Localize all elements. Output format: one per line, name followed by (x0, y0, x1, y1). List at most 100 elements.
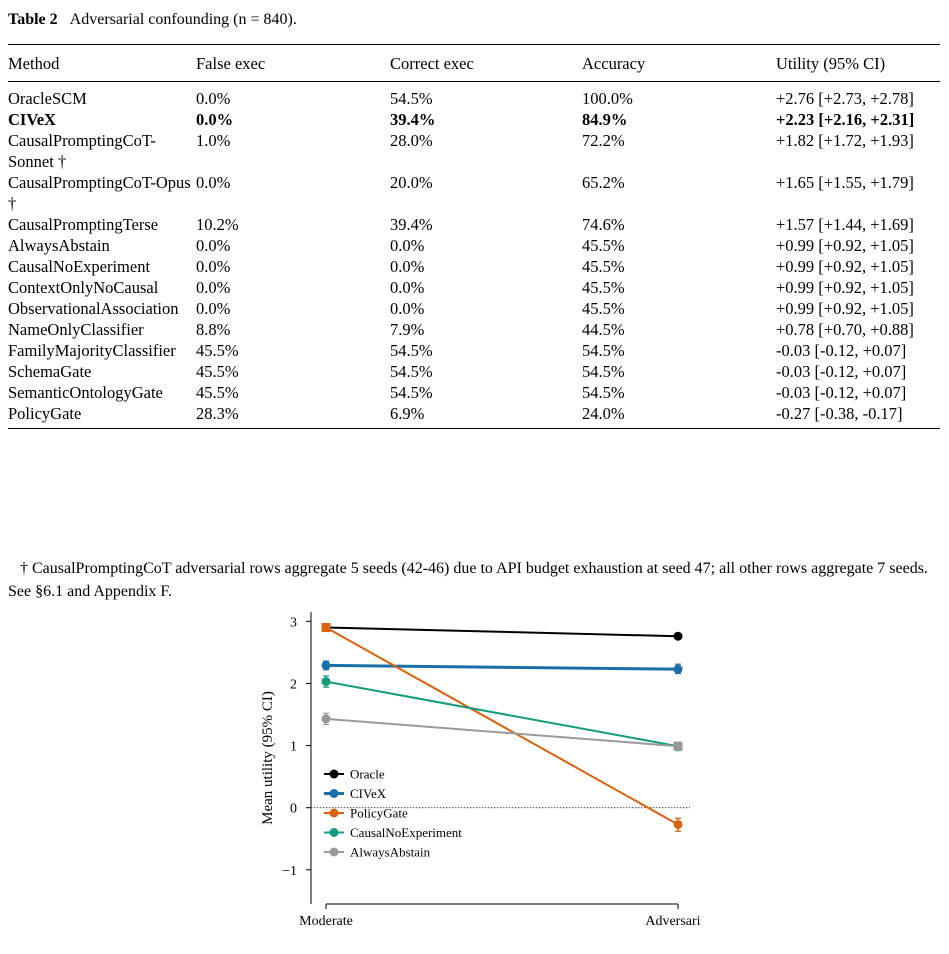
column-header-utility: Utility (95% CI) (776, 53, 886, 73)
cell-utility: +0.99 [+0.92, +1.05] (776, 299, 914, 318)
table-row: PolicyGate 28.3% 6.9% 24.0% -0.27 [-0.38, -0… (8, 403, 940, 429)
cell-false-exec: 0.0% (196, 278, 231, 297)
table-footnote: † CausalPromptingCoT adversarial rows ag… (8, 560, 928, 600)
cell-accuracy: 45.5% (582, 236, 625, 255)
cell-method: AlwaysAbstain (8, 236, 110, 255)
cell-false-exec: 45.5% (196, 341, 239, 360)
cell-correct-exec: 20.0% (390, 173, 433, 192)
cell-correct-exec: 54.5% (390, 341, 433, 360)
cell-correct-exec: 39.4% (390, 215, 433, 234)
cell-utility: +1.65 [+1.55, +1.79] (776, 173, 914, 192)
cell-accuracy: 65.2% (582, 173, 625, 192)
cell-method: SemanticOntologyGate (8, 383, 163, 402)
table-row: CIVeX 0.0% 39.4% 84.9% +2.23 [+2.16, +2.31] (8, 109, 940, 130)
cell-false-exec: 0.0% (196, 299, 231, 318)
column-header-correct-exec: Correct exec (390, 53, 474, 73)
legend-label: CausalNoExperiment (350, 825, 462, 840)
cell-utility: -0.03 [-0.12, +0.07] (776, 341, 907, 360)
cell-accuracy: 74.6% (582, 215, 625, 234)
y-tick-label: 3 (290, 615, 297, 630)
table-row: CausalPromptingCoT-Opus † 0.0% 20.0% 65.2% +… (8, 172, 940, 214)
legend-swatch-marker (329, 789, 339, 798)
cell-utility: +2.23 [+2.16, +2.31] (776, 110, 915, 129)
table-row: AlwaysAbstain 0.0% 0.0% 45.5% +0.99 [+0.92, … (8, 235, 940, 256)
data-point (321, 623, 331, 633)
column-header-accuracy: Accuracy (582, 53, 646, 73)
y-axis-label: Mean utility (95% CI) (260, 691, 276, 825)
cell-utility: +0.99 [+0.92, +1.05] (776, 278, 914, 297)
cell-false-exec: 0.0% (196, 110, 234, 129)
cell-utility: +0.99 [+0.92, +1.05] (776, 257, 914, 276)
cell-accuracy: 45.5% (582, 299, 625, 318)
cell-false-exec: 0.0% (196, 173, 231, 192)
cell-correct-exec: 6.9% (390, 403, 582, 429)
legend-swatch-marker (329, 828, 339, 837)
cell-false-exec: 1.0% (196, 131, 231, 150)
table-row: OracleSCM 0.0% 54.5% 100.0% +2.76 [+2.73, +2… (8, 82, 940, 110)
cell-correct-exec: 54.5% (390, 89, 433, 108)
legend-label: CIVeX (350, 786, 387, 801)
table-row: SemanticOntologyGate 45.5% 54.5% 54.5% -0.03… (8, 382, 940, 403)
cell-accuracy: 54.5% (582, 383, 625, 402)
cell-utility: -0.03 [-0.12, +0.07] (776, 362, 907, 381)
legend-label: PolicyGate (350, 806, 408, 821)
column-header-false-exec: False exec (196, 53, 266, 73)
cell-false-exec: 0.0% (196, 236, 231, 255)
results-table: Method False exec Correct exec Accuracy … (8, 44, 940, 429)
cell-false-exec: 45.5% (196, 383, 239, 402)
table-row: ObservationalAssociation 0.0% 0.0% 45.5% +0.… (8, 298, 940, 319)
cell-accuracy: 72.2% (582, 131, 625, 150)
series-line (325, 626, 679, 826)
cell-accuracy: 100.0% (582, 89, 633, 108)
cell-false-exec: 0.0% (196, 257, 231, 276)
data-point (321, 714, 331, 724)
cell-correct-exec: 0.0% (390, 299, 425, 318)
cell-false-exec: 0.0% (196, 89, 231, 108)
cell-method: FamilyMajorityClassifier (8, 341, 176, 360)
data-point (673, 741, 683, 751)
cell-utility: +2.76 [+2.73, +2.78] (776, 89, 914, 108)
cell-utility: -0.03 [-0.12, +0.07] (776, 383, 907, 402)
cell-method: CausalPromptingCoT-Opus † (8, 173, 191, 213)
x-tick-label: Adversarial (645, 914, 700, 929)
series-line (325, 626, 679, 638)
cell-utility: +0.99 [+0.92, +1.05] (776, 236, 914, 255)
data-point (673, 631, 683, 641)
cell-correct-exec: 54.5% (390, 362, 433, 381)
table-caption: Table 2 Adversarial confounding (n = 840)… (8, 11, 297, 29)
cell-utility: +0.78 [+0.70, +0.88] (776, 320, 914, 339)
cell-correct-exec: 0.0% (390, 236, 425, 255)
cell-correct-exec: 54.5% (390, 383, 433, 402)
cell-method: SchemaGate (8, 362, 92, 381)
table-label: Table 2 (8, 11, 58, 28)
cell-method: ObservationalAssociation (8, 299, 179, 318)
table-title: Adversarial confounding (n = 840). (69, 11, 297, 28)
cell-correct-exec: 28.0% (390, 131, 433, 150)
cell-correct-exec: 0.0% (390, 278, 425, 297)
y-tick-label: 2 (290, 677, 297, 692)
table-row: SchemaGate 45.5% 54.5% 54.5% -0.03 [-0.12, +… (8, 361, 940, 382)
data-point (321, 660, 331, 670)
cell-utility: -0.27 [-0.38, -0.17] (776, 403, 940, 429)
table-row: CausalPromptingTerse 10.2% 39.4% 74.6% +1.57… (8, 214, 940, 235)
series-line (325, 663, 679, 671)
legend-label: Oracle (350, 767, 385, 782)
cell-false-exec: 8.8% (196, 320, 231, 339)
cell-accuracy: 24.0% (582, 403, 776, 429)
cell-method: CIVeX (8, 110, 56, 129)
y-tick-label: −1 (282, 864, 297, 879)
cell-correct-exec: 7.9% (390, 320, 425, 339)
cell-utility: +1.57 [+1.44, +1.69] (776, 215, 914, 234)
data-point (673, 664, 683, 674)
cell-method: ContextOnlyNoCausal (8, 278, 159, 297)
cell-false-exec: 10.2% (196, 215, 239, 234)
cell-utility: +1.82 [+1.72, +1.93] (776, 131, 914, 150)
legend-swatch-marker (329, 847, 339, 857)
cell-method: CausalPromptingTerse (8, 215, 159, 234)
y-tick-label: 0 (290, 802, 297, 817)
legend-label: AlwaysAbstain (350, 845, 431, 860)
cell-method: OracleSCM (8, 89, 87, 108)
table-row: FamilyMajorityClassifier 45.5% 54.5% 54.5% -… (8, 340, 940, 361)
cell-correct-exec: 0.0% (390, 257, 425, 276)
